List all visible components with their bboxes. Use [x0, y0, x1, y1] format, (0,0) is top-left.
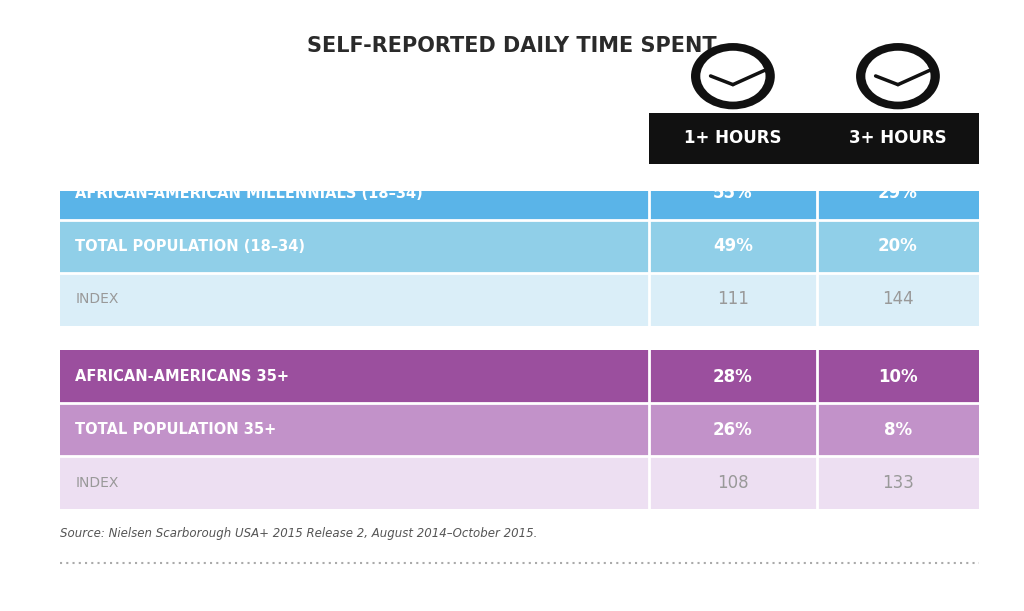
- Text: 29%: 29%: [878, 185, 918, 202]
- Text: 3+ HOURS: 3+ HOURS: [849, 130, 947, 147]
- FancyBboxPatch shape: [60, 456, 979, 509]
- FancyBboxPatch shape: [60, 403, 979, 456]
- FancyBboxPatch shape: [60, 273, 979, 326]
- Text: 133: 133: [882, 474, 913, 492]
- Text: AFRICAN-AMERICANS 35+: AFRICAN-AMERICANS 35+: [75, 369, 289, 384]
- Text: Source: Nielsen Scarborough USA+ 2015 Release 2, August 2014–October 2015.: Source: Nielsen Scarborough USA+ 2015 Re…: [60, 527, 538, 540]
- Text: SELF-REPORTED DAILY TIME SPENT: SELF-REPORTED DAILY TIME SPENT: [307, 36, 717, 56]
- FancyBboxPatch shape: [817, 112, 979, 164]
- Text: 49%: 49%: [713, 238, 753, 255]
- Ellipse shape: [856, 43, 940, 109]
- Ellipse shape: [691, 43, 775, 109]
- Text: INDEX: INDEX: [75, 476, 119, 489]
- Text: 144: 144: [882, 290, 913, 309]
- Text: 108: 108: [717, 474, 749, 492]
- Text: 20%: 20%: [878, 238, 918, 255]
- FancyBboxPatch shape: [60, 220, 979, 273]
- Text: 28%: 28%: [713, 368, 753, 386]
- FancyBboxPatch shape: [60, 167, 979, 191]
- Text: 26%: 26%: [713, 420, 753, 439]
- Text: INDEX: INDEX: [75, 293, 119, 307]
- FancyBboxPatch shape: [60, 167, 979, 220]
- Text: 111: 111: [717, 290, 749, 309]
- Text: TOTAL POPULATION (18–34): TOTAL POPULATION (18–34): [75, 239, 305, 254]
- Text: 1+ HOURS: 1+ HOURS: [684, 130, 781, 147]
- Text: 8%: 8%: [884, 420, 912, 439]
- FancyBboxPatch shape: [60, 350, 979, 403]
- Ellipse shape: [863, 49, 932, 103]
- FancyBboxPatch shape: [649, 112, 817, 164]
- Text: 55%: 55%: [713, 185, 753, 202]
- Text: AFRICAN-AMERICAN MILLENNIALS (18–34): AFRICAN-AMERICAN MILLENNIALS (18–34): [75, 186, 423, 201]
- Text: TOTAL POPULATION 35+: TOTAL POPULATION 35+: [75, 422, 276, 437]
- Text: 10%: 10%: [879, 368, 918, 386]
- Ellipse shape: [698, 49, 767, 103]
